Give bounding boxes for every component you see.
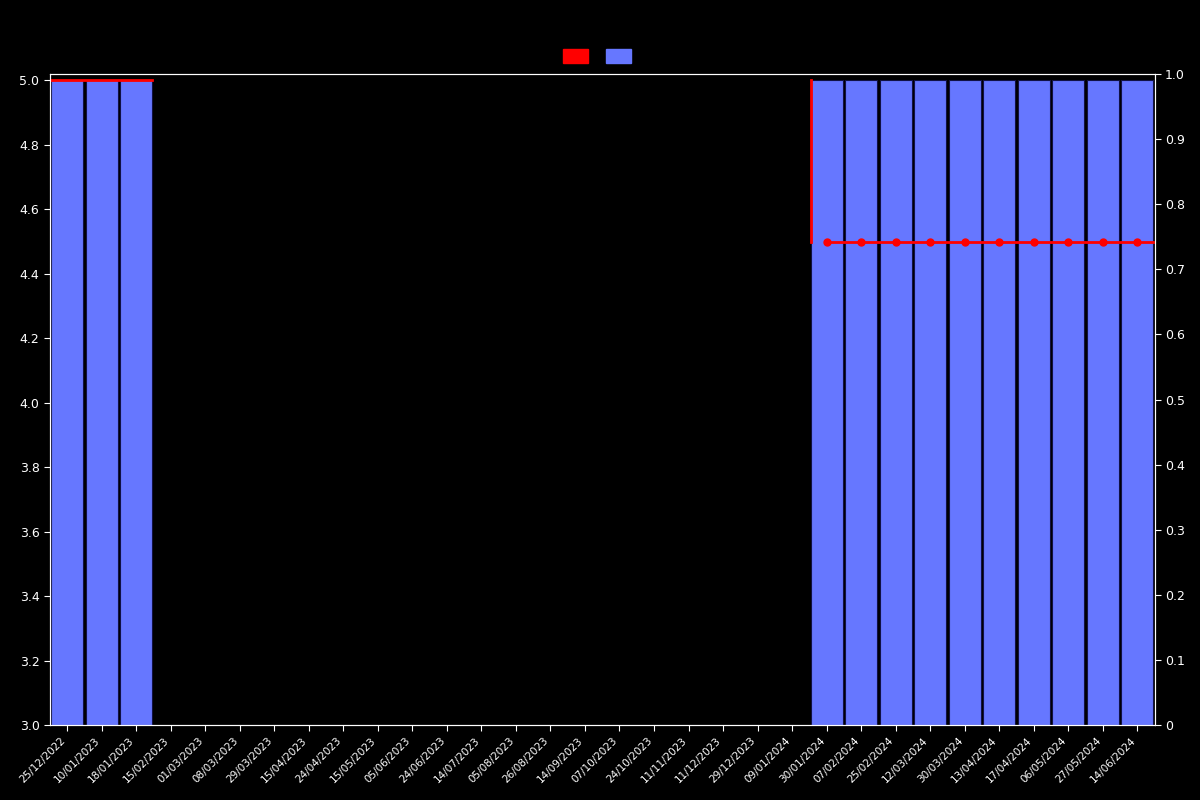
Bar	[949, 80, 980, 725]
Bar	[1052, 80, 1084, 725]
Bar	[1087, 80, 1118, 725]
Bar	[1122, 80, 1153, 725]
Bar	[811, 80, 842, 725]
Bar	[845, 80, 877, 725]
Bar	[85, 80, 118, 725]
Bar	[1018, 80, 1050, 725]
Bar	[120, 80, 152, 725]
Bar	[880, 80, 912, 725]
Bar	[52, 80, 83, 725]
Bar	[983, 80, 1015, 725]
Bar	[914, 80, 946, 725]
Legend: , : ,	[558, 45, 646, 68]
